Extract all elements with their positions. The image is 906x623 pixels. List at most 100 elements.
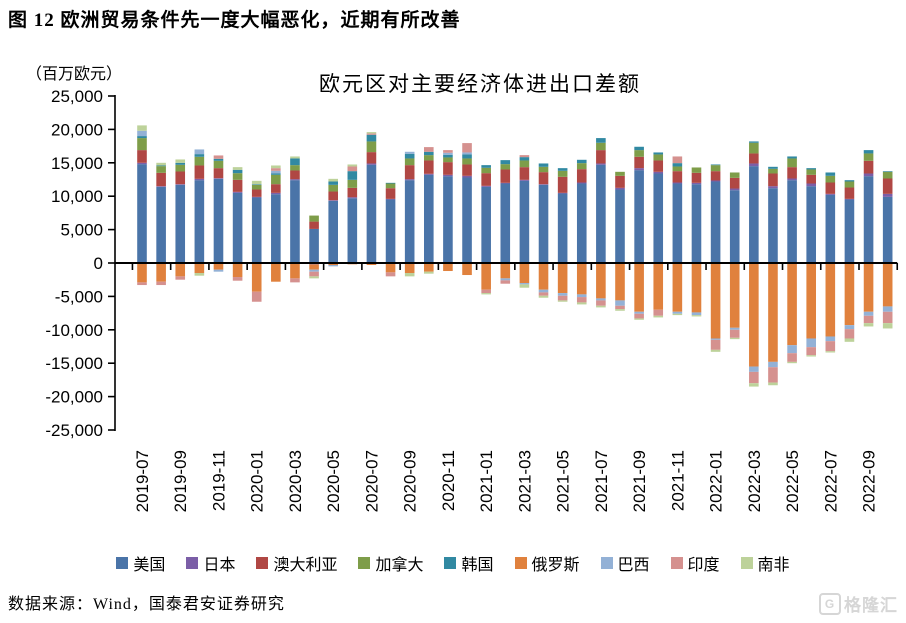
bar-segment-印度 [137, 282, 147, 286]
bar-segment-日本 [634, 168, 644, 171]
bar-segment-韩国 [557, 168, 568, 171]
bar-segment-印度 [863, 315, 874, 324]
bar-segment-美国 [615, 189, 625, 263]
bar-segment-日本 [328, 200, 338, 201]
bar-segment-澳大利亚 [271, 184, 281, 193]
bar-segment-俄罗斯 [863, 263, 874, 312]
bar-segment-日本 [710, 180, 721, 182]
x-tick-label: 2020-05 [324, 450, 343, 512]
legend-swatch-icon [186, 557, 199, 569]
bar-segment-印度 [156, 281, 166, 286]
bar-segment-日本 [271, 192, 281, 195]
bar-segment-印度 [538, 292, 549, 296]
bar-segment-南非 [519, 284, 530, 288]
bar-segment-俄罗斯 [443, 263, 453, 272]
x-tick-label: 2022-01 [707, 450, 726, 512]
bar-segment-日本 [519, 179, 530, 181]
bar-segment-南非 [691, 315, 702, 317]
bar-segment-印度 [882, 311, 893, 324]
bar-segment-美国 [194, 180, 205, 263]
bar-segment-日本 [424, 173, 434, 175]
bar-segment-美国 [596, 164, 606, 263]
bar-segment-加拿大 [443, 157, 453, 163]
x-tick-label: 2021-03 [515, 450, 534, 512]
legend-label: 日本 [203, 557, 236, 574]
bar-segment-美国 [213, 178, 224, 263]
bar-segment-印度 [347, 166, 358, 172]
bar-segment-南非 [232, 167, 243, 170]
bar-segment-日本 [653, 171, 664, 174]
bar-segment-加拿大 [863, 153, 874, 161]
bar-segment-韩国 [749, 141, 759, 143]
bar-segment-澳大利亚 [863, 160, 874, 174]
bar-segment-澳大利亚 [462, 164, 472, 176]
bar-segment-美国 [729, 190, 740, 263]
x-tick-label: 2019-11 [209, 450, 228, 511]
bar-segment-澳大利亚 [749, 153, 759, 164]
bar-segment-美国 [653, 173, 664, 263]
bar-segment-韩国 [175, 162, 186, 165]
bar-segment-美国 [634, 170, 644, 263]
bar-segment-俄罗斯 [825, 263, 836, 337]
bar-segment-日本 [366, 163, 377, 165]
bar-segment-日本 [290, 179, 300, 181]
bar-segment-美国 [290, 180, 300, 263]
bar-segment-加拿大 [500, 164, 511, 170]
y-tick-label: 10,000 [51, 187, 103, 206]
bar-segment-澳大利亚 [175, 171, 186, 185]
bar-segment-澳大利亚 [672, 171, 683, 183]
bar-segment-韩国 [538, 163, 549, 167]
bar-segment-俄罗斯 [882, 263, 893, 307]
bar-segment-印度 [232, 277, 243, 281]
bar-segment-印度 [825, 341, 836, 352]
y-tick-label: -20,000 [45, 388, 103, 407]
bar-segment-韩国 [825, 172, 836, 176]
bar-segment-美国 [385, 199, 396, 263]
bar-segment-韩国 [768, 166, 778, 169]
bar-segment-澳大利亚 [787, 167, 797, 179]
bar-segment-美国 [787, 180, 797, 263]
y-tick-label: 20,000 [51, 120, 103, 139]
bar-segment-南非 [538, 295, 549, 298]
bar-segment-俄罗斯 [271, 263, 281, 282]
bar-segment-澳大利亚 [768, 173, 778, 187]
legend-item-日本: 日本 [186, 551, 235, 575]
bar-segment-加拿大 [749, 142, 759, 154]
bar-segment-印度 [175, 276, 186, 280]
bar-segment-加拿大 [729, 172, 740, 178]
bar-segment-俄罗斯 [710, 263, 721, 339]
y-tick-label: 25,000 [51, 87, 103, 106]
x-tick-label: 2021-11 [668, 450, 687, 511]
bar-segment-韩国 [156, 165, 166, 167]
legend-swatch-icon [740, 557, 753, 569]
bar-segment-美国 [309, 228, 319, 263]
bar-segment-印度 [309, 271, 319, 277]
x-tick-label: 2022-07 [821, 450, 840, 512]
bar-segment-加拿大 [328, 184, 338, 192]
bar-segment-印度 [576, 297, 587, 303]
bar-segment-美国 [557, 193, 568, 263]
bar-segment-澳大利亚 [557, 176, 568, 193]
bar-segment-日本 [825, 193, 836, 195]
bar-segment-美国 [328, 200, 338, 263]
y-tick-label: -15,000 [45, 354, 103, 373]
bar-segment-澳大利亚 [309, 221, 319, 229]
bar-segment-加拿大 [710, 165, 721, 172]
bar-segment-澳大利亚 [156, 172, 166, 187]
bar-segment-韩国 [443, 154, 453, 158]
bar-segment-印度 [481, 289, 491, 294]
bar-segment-日本 [576, 182, 587, 184]
bar-segment-巴西 [806, 338, 816, 348]
bar-segment-南非 [768, 382, 778, 386]
bar-segment-美国 [481, 186, 491, 263]
bar-segment-南非 [481, 293, 491, 295]
bar-segment-澳大利亚 [443, 162, 453, 175]
bar-segment-印度 [251, 291, 262, 302]
y-tick-label: 5,000 [60, 221, 103, 240]
bar-segment-巴西 [500, 278, 511, 281]
bar-segment-美国 [882, 196, 893, 263]
bar-segment-美国 [347, 198, 358, 263]
bar-segment-加拿大 [156, 166, 166, 173]
bar-segment-韩国 [672, 163, 683, 167]
source-note: 数据来源：Wind，国泰君安证券研究 [8, 596, 285, 613]
